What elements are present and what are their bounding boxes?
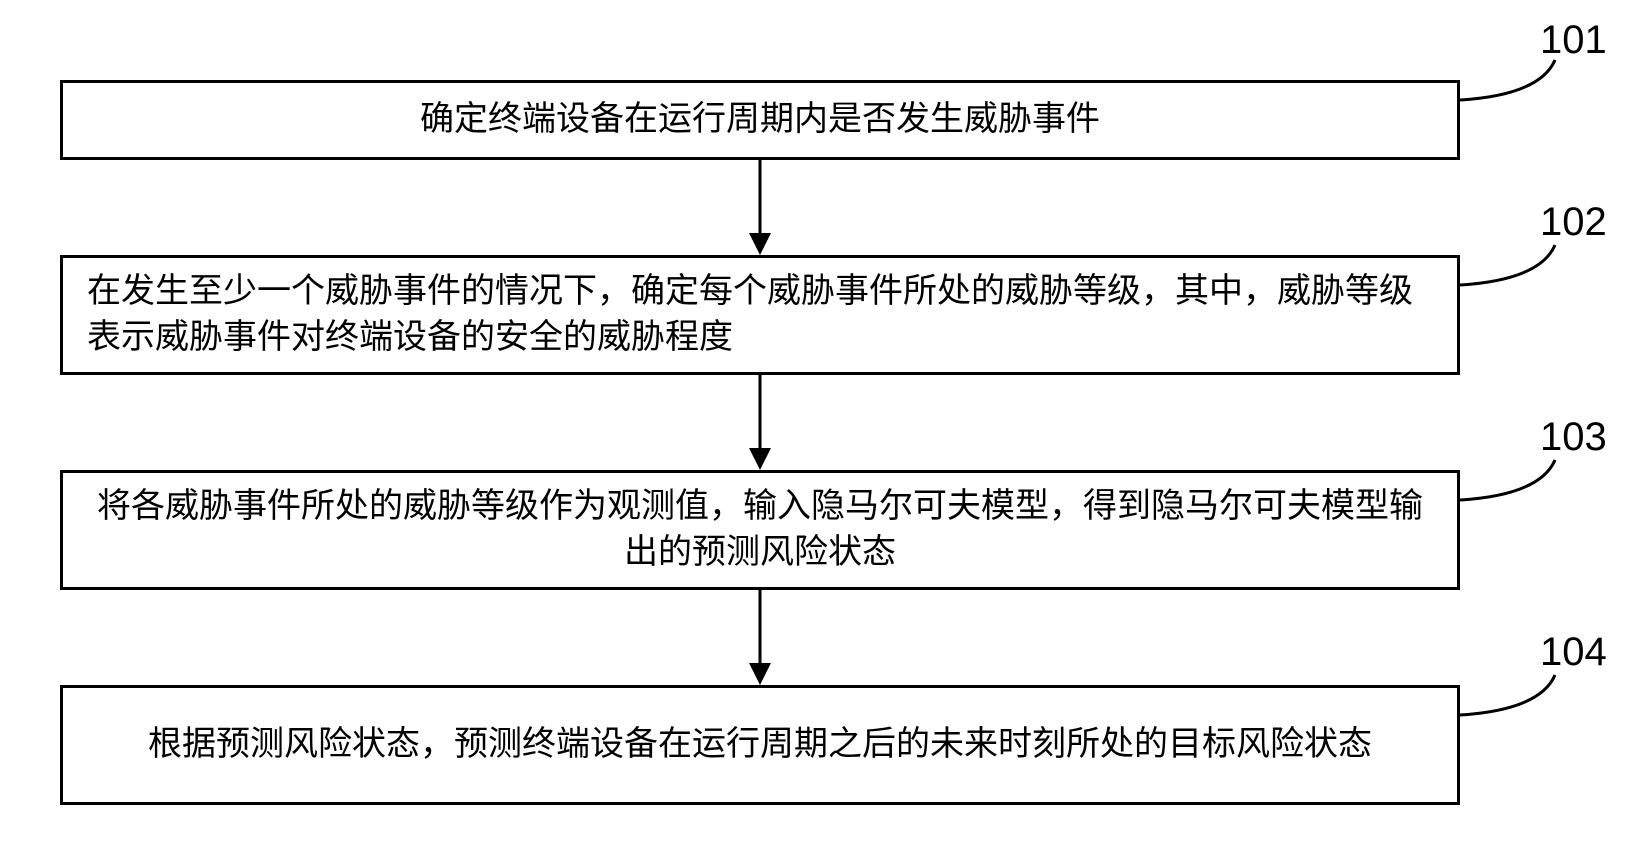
flow-arrow: [740, 590, 780, 685]
flow-arrow: [740, 375, 780, 470]
callout-connector: [0, 0, 1649, 865]
flow-arrow: [740, 160, 780, 255]
flowchart-canvas: 确定终端设备在运行周期内是否发生威胁事件101在发生至少一个威胁事件的情况下，确…: [0, 0, 1649, 865]
